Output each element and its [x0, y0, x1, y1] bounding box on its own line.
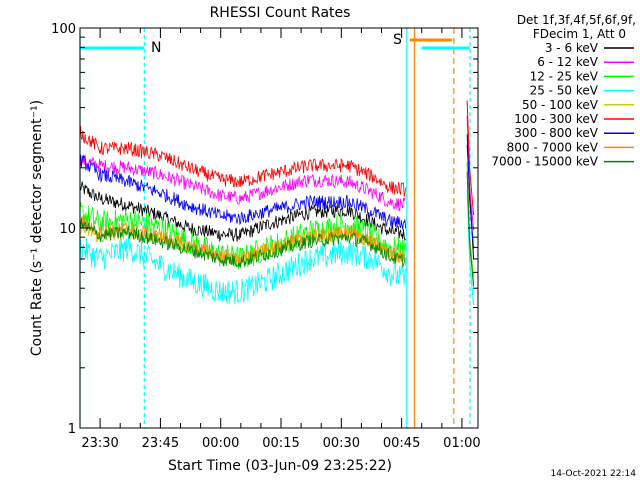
orbit-marker-lines — [79, 28, 471, 428]
series-6 — [79, 100, 475, 215]
series-end-segment-7 — [466, 134, 475, 249]
legend-header-line-2: FDecim 1, Att 0 — [533, 27, 626, 41]
x-tick-label: 23:30 — [81, 436, 118, 451]
x-axis-label: Start Time (03-Jun-09 23:25:22) — [168, 458, 392, 474]
y-tick-label: 10 — [59, 222, 76, 237]
x-tick-label: 00:15 — [262, 436, 299, 451]
series-line-4 — [79, 235, 406, 305]
legend-entry-label: 3 - 6 keV — [545, 41, 599, 55]
legend-entry-label: 800 - 7000 keV — [507, 140, 599, 154]
series-end-segment-9 — [466, 172, 475, 287]
axis-layer: 1 10 100 23:30 23:45 00:00 00:15 00:30 00:45 01:0… — [51, 22, 480, 451]
legend-entry-label: 300 - 800 keV — [514, 126, 598, 140]
y-tick-label: 100 — [51, 22, 76, 37]
x-tick-label: 00:30 — [323, 436, 360, 451]
series-7 — [79, 134, 475, 249]
x-tick-label: 00:00 — [202, 436, 239, 451]
footer-timestamp: 14-Oct-2021 22:14 — [551, 469, 637, 479]
series-line-9 — [79, 217, 406, 268]
series-layer — [79, 100, 475, 305]
series-line-1 — [79, 181, 406, 243]
x-tick-label: 01:00 — [443, 436, 480, 451]
series-line-3 — [79, 201, 406, 270]
legend: Det 1f,3f,4f,5f,6f,9f, FDecim 1, Att 0 3… — [491, 13, 636, 169]
chart-title: RHESSI Count Rates — [210, 5, 351, 21]
annotation-n: N — [151, 40, 161, 56]
x-tick-label: 23:45 — [142, 436, 179, 451]
series-9 — [79, 172, 475, 287]
y-tick-label: 1 — [68, 422, 76, 437]
legend-entry-label: 50 - 100 keV — [522, 98, 599, 112]
series-end-segment-6 — [466, 100, 475, 215]
series-4 — [79, 190, 475, 305]
y-axis-label: Count Rate (s⁻¹ detector segment⁻¹) — [29, 100, 45, 356]
legend-header-line-1: Det 1f,3f,4f,5f,6f,9f, — [517, 13, 636, 27]
legend-entry-label: 25 - 50 keV — [530, 84, 599, 98]
annotation-s: S — [393, 32, 402, 48]
series-end-segment-4 — [466, 190, 475, 305]
legend-entry-label: 12 - 25 keV — [530, 69, 599, 83]
series-line-2 — [79, 154, 406, 212]
series-line-6 — [79, 126, 406, 197]
series-line-7 — [79, 154, 406, 230]
legend-entry-label: 6 - 12 keV — [537, 55, 599, 69]
legend-entry-label: 100 - 300 keV — [514, 112, 598, 126]
x-tick-label: 00:45 — [383, 436, 420, 451]
legend-entry-label: 7000 - 15000 keV — [491, 155, 598, 169]
series-line-8 — [79, 216, 406, 266]
plot-frame — [79, 27, 479, 429]
